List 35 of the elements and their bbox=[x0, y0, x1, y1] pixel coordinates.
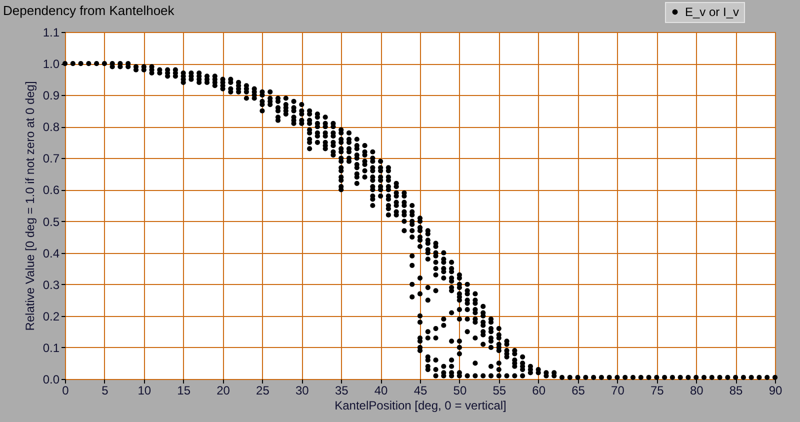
x-tick-label: 25 bbox=[256, 384, 270, 398]
x-tick-label: 15 bbox=[177, 384, 191, 398]
x-tick-label: 90 bbox=[768, 384, 782, 398]
legend-label: E_v or I_v bbox=[685, 5, 740, 19]
x-tick-label: 35 bbox=[334, 384, 349, 398]
x-tick-label: 60 bbox=[532, 384, 546, 398]
x-tick-label: 0 bbox=[62, 384, 70, 398]
y-tick-label: 0.5 bbox=[42, 214, 60, 229]
y-tick-label: 0.8 bbox=[42, 120, 60, 134]
x-tick-label: 80 bbox=[690, 384, 704, 398]
y-tick-label: 0.6 bbox=[42, 183, 60, 198]
x-tick-label: 30 bbox=[295, 384, 310, 398]
y-tick-label: 1.0 bbox=[42, 57, 60, 72]
y-tick-label: 0.7 bbox=[42, 152, 60, 166]
x-tick-label: 55 bbox=[492, 384, 506, 398]
x-tick-label: 75 bbox=[650, 384, 664, 398]
x-tick-label: 70 bbox=[611, 384, 625, 398]
x-tick-label: 65 bbox=[572, 384, 586, 398]
x-tick-label: 20 bbox=[216, 384, 230, 398]
x-tick-label: 10 bbox=[138, 384, 152, 398]
y-tick-label: 0.0 bbox=[42, 372, 60, 386]
y-tick-label: 1.1 bbox=[42, 26, 60, 40]
x-tick-label: 40 bbox=[374, 384, 388, 398]
x-tick-label: 5 bbox=[102, 384, 109, 398]
x-tick-label: 85 bbox=[729, 384, 744, 398]
y-tick-label: 0.4 bbox=[42, 246, 60, 260]
y-tick-label: 0.2 bbox=[42, 309, 60, 324]
chart-title: Dependency from Kantelhoek bbox=[3, 3, 175, 18]
y-tick-label: 0.1 bbox=[42, 340, 60, 355]
y-tick-label: 0.9 bbox=[42, 88, 60, 103]
x-axis-title: KantelPosition [deg, 0 = vertical] bbox=[334, 398, 506, 412]
x-tick-label: 50 bbox=[453, 384, 467, 398]
y-axis-title: Relative Value [0 deg = 1.0 if not zero at 0 deg] bbox=[22, 81, 37, 331]
x-tick-label: 45 bbox=[414, 384, 428, 398]
y-tick-label: 0.3 bbox=[42, 278, 60, 292]
